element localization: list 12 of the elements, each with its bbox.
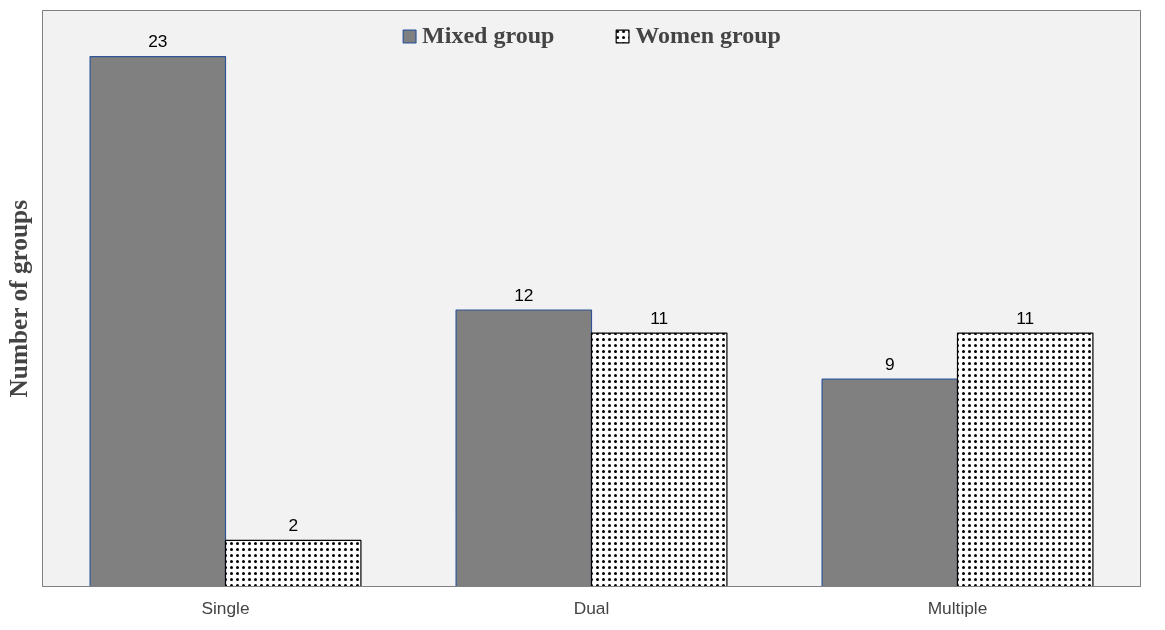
data-label: 11 [650,307,669,328]
x-tick-label: Dual [573,597,610,618]
legend-label: Mixed group [422,22,555,49]
data-label: 2 [288,515,299,536]
legend-label: Women group [635,22,781,49]
x-tick-label: Single [201,597,250,618]
data-label: 23 [148,31,168,52]
x-tick-label: Multiple [927,597,988,618]
y-axis-title: Number of groups [3,199,32,398]
data-label: 12 [514,284,534,305]
data-label: 9 [884,353,895,374]
data-label: 11 [1016,307,1035,328]
